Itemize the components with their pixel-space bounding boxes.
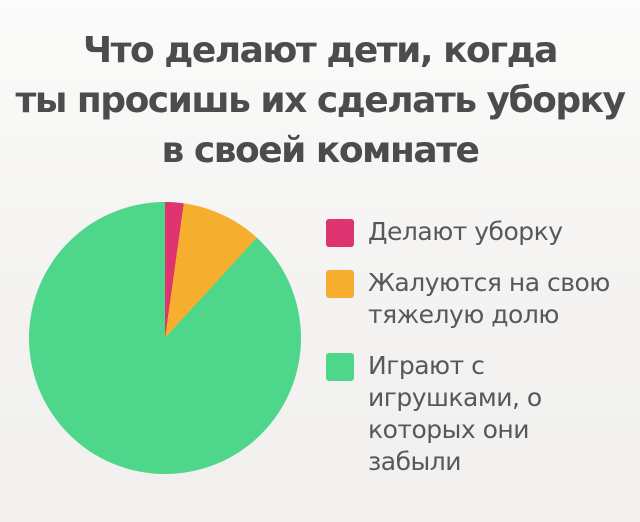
legend-item-play: Играют с игрушками, о которых они забыли [326,350,626,478]
legend-swatch-green [326,353,354,381]
legend-swatch-pink [326,219,354,247]
chart-legend: Делают уборку Жалуются на свою тяжелую д… [326,216,626,478]
pie-chart [29,202,301,474]
chart-title: Что делают дети, когда ты просишь их сде… [0,26,640,176]
legend-swatch-orange [326,270,354,298]
legend-label-play: Играют с игрушками, о которых они забыли [368,351,542,476]
legend-label-clean: Делают уборку [368,217,563,246]
legend-item-complain: Жалуются на свою тяжелую долю [326,267,626,331]
chart-title-line-3: в своей комнате [161,130,480,171]
chart-title-line-1: Что делают дети, когда [83,30,558,71]
legend-label-complain: Жалуются на свою тяжелую долю [368,268,610,329]
legend-item-clean: Делают уборку [326,216,626,248]
chart-title-line-2: ты просишь их сделать уборку [15,80,626,121]
